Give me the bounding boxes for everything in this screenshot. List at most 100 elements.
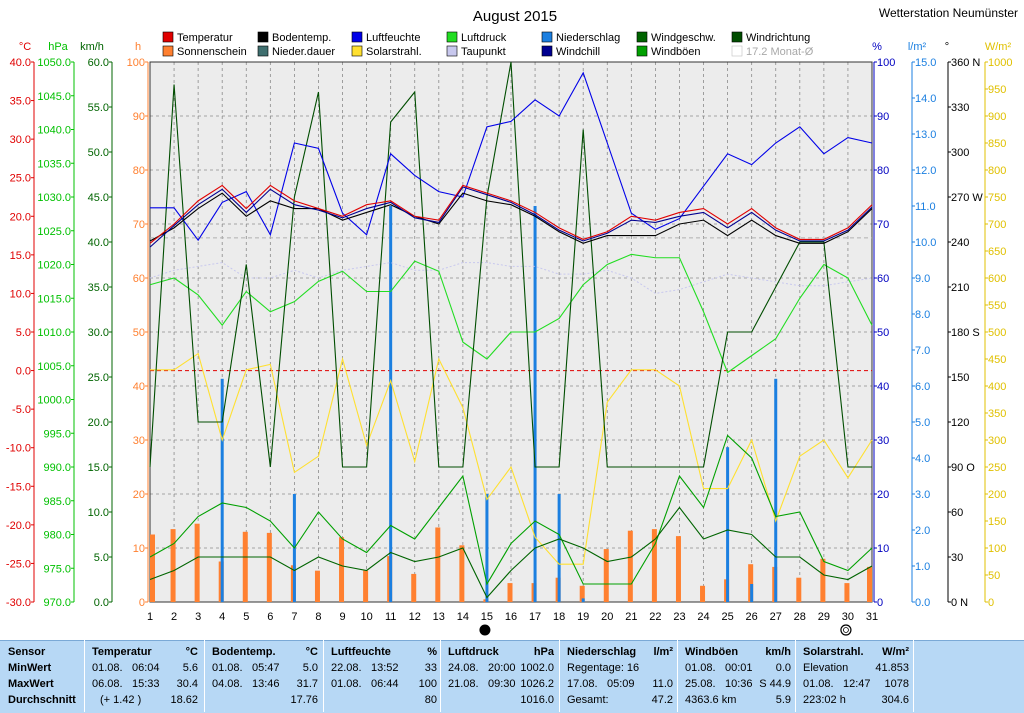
series-line-windrichtung xyxy=(149,61,872,468)
pressure-unit-label: hPa xyxy=(48,41,68,53)
precipitation-tick-label: 3.0 xyxy=(915,489,930,501)
legend-label: Sonnenschein xyxy=(177,46,247,58)
precipitation-tick-label: 5.0 xyxy=(915,417,930,429)
summary-column-header: Windböen km/h xyxy=(685,644,791,660)
temperature-tick-label: -5.0 xyxy=(12,404,31,416)
precipitation-bar xyxy=(557,494,561,602)
day-tick-label: 4 xyxy=(219,611,225,623)
direction-tick-label: 60 xyxy=(951,507,963,519)
temperature-tick-label: 10.0 xyxy=(10,288,31,300)
precipitation-bar xyxy=(581,598,585,602)
legend-swatch xyxy=(257,45,269,57)
summary-row: 17.76 xyxy=(212,692,318,708)
day-tick-label: 5 xyxy=(243,611,249,623)
precipitation-bar xyxy=(750,584,754,602)
temperature-tick-label: 35.0 xyxy=(10,96,31,108)
precipitation-tick-label: 13.0 xyxy=(915,129,936,141)
summary-cell-value: 1026.2 xyxy=(520,678,554,690)
legend-swatch xyxy=(446,31,458,43)
summary-cell-date: 04.08. xyxy=(212,678,243,690)
sunshine-bar xyxy=(675,536,681,602)
summary-cell-time: 15:33 xyxy=(132,678,160,690)
summary-row: Regentage: 16 xyxy=(567,660,673,676)
summary-cell-value: 17.76 xyxy=(290,694,318,706)
sunshine-bar xyxy=(266,532,272,602)
precipitation-bar xyxy=(533,206,537,602)
summary-cell-date: Regentage: 16 xyxy=(567,662,640,674)
sunshine-bar xyxy=(820,558,826,602)
summary-cell-time: 05:09 xyxy=(607,678,635,690)
summary-column: Solarstrahl. W/m² Elevation 41.853 01.08. 12:… xyxy=(803,644,909,710)
day-tick-label: 23 xyxy=(673,611,685,623)
summary-row-label: MaxWert xyxy=(8,678,54,690)
precipitation-bar xyxy=(774,378,778,602)
legend-swatch xyxy=(162,31,174,43)
day-tick-label: 12 xyxy=(409,611,421,623)
summary-column-title: Luftdruck xyxy=(448,646,499,658)
precipitation-tick-label: 9.0 xyxy=(915,273,930,285)
sunshine-bar xyxy=(627,530,633,602)
summary-row: 01.08. 05:47 5.0 xyxy=(212,660,318,676)
summary-row: 06.08. 15:33 30.4 xyxy=(92,676,198,692)
summary-cell-value: 31.7 xyxy=(296,678,318,690)
summary-column-header: Bodentemp. °C xyxy=(212,644,318,660)
summary-column-header: Niederschlag l/m² xyxy=(567,644,673,660)
summary-cell-value: 80 xyxy=(424,694,437,706)
humidity-tick-label: 20 xyxy=(877,489,889,501)
wind-tick-label: 25.0 xyxy=(88,372,109,384)
summary-row: Gesamt: 47.2 xyxy=(567,692,673,708)
direction-tick-label: 240 xyxy=(951,237,969,249)
day-tick-label: 20 xyxy=(601,611,613,623)
summary-column-title: Windböen xyxy=(685,646,739,658)
sunshine-bar xyxy=(507,583,513,602)
summary-column-unit: °C xyxy=(305,646,318,658)
summary-cell-time: 13:46 xyxy=(252,678,280,690)
summary-column: Windböen km/h 01.08. 00:01 0.0 25.08. 10:36 S 4… xyxy=(685,644,791,710)
summary-row: 17.08. 05:09 11.0 xyxy=(567,676,673,692)
legend-label: Nieder.dauer xyxy=(272,46,335,58)
summary-cell-time: 13:52 xyxy=(371,662,399,674)
summary-column-header: Luftfeuchte% xyxy=(331,644,437,660)
summary-row: Elevation 41.853 xyxy=(803,660,909,676)
pressure-tick-label: 970.0 xyxy=(43,597,71,609)
sunshine-tick-label: 40 xyxy=(133,381,145,393)
summary-cell-value: 0.0 xyxy=(775,662,791,674)
summary-cell-value: 5.9 xyxy=(775,694,791,706)
series-line-temperatur xyxy=(149,184,873,244)
day-tick-label: 18 xyxy=(553,611,565,623)
day-tick-label: 13 xyxy=(433,611,445,623)
summary-cell-date: 06.08. xyxy=(92,678,123,690)
summary-separator xyxy=(323,640,324,712)
direction-unit-label: ° xyxy=(945,41,949,53)
pressure-tick-label: 1020.0 xyxy=(37,260,71,272)
solar-tick-label: 700 xyxy=(988,219,1006,231)
humidity-unit-label: % xyxy=(872,41,882,53)
temperature-tick-label: 25.0 xyxy=(10,173,31,185)
summary-cell-value: 11.0 xyxy=(652,678,673,690)
wind-tick-label: 10.0 xyxy=(88,507,109,519)
sunshine-bar xyxy=(700,585,706,602)
sunshine-bar xyxy=(194,523,200,602)
summary-panel xyxy=(0,640,1024,713)
summary-cell-date: 01.08. xyxy=(92,662,123,674)
wind-tick-label: 45.0 xyxy=(88,192,109,204)
series-line-luftdruck xyxy=(149,253,873,374)
day-tick-label: 24 xyxy=(697,611,709,623)
summary-column: Temperatur °C 01.08. 06:04 5.6 06.08. 15:33 30.… xyxy=(92,644,198,710)
day-tick-label: 21 xyxy=(625,611,637,623)
sunshine-tick-label: 70 xyxy=(133,219,145,231)
wind-tick-label: 20.0 xyxy=(88,417,109,429)
sunshine-bar xyxy=(363,570,369,602)
solar-tick-label: 300 xyxy=(988,435,1006,447)
humidity-tick-label: 50 xyxy=(877,327,889,339)
legend-swatch xyxy=(541,45,553,57)
precipitation-tick-label: 2.0 xyxy=(915,525,930,537)
summary-row: 01.08. 12:47 1078 xyxy=(803,676,909,692)
solar-tick-label: 1000 xyxy=(988,57,1012,69)
temperature-tick-label: -25.0 xyxy=(6,558,31,570)
sunshine-bar xyxy=(242,531,248,602)
solar-tick-label: 450 xyxy=(988,354,1006,366)
precipitation-bar xyxy=(485,494,489,602)
legend-label: Windchill xyxy=(556,46,600,58)
summary-column: Bodentemp. °C 01.08. 05:47 5.0 04.08. 13:46 31.… xyxy=(212,644,318,710)
